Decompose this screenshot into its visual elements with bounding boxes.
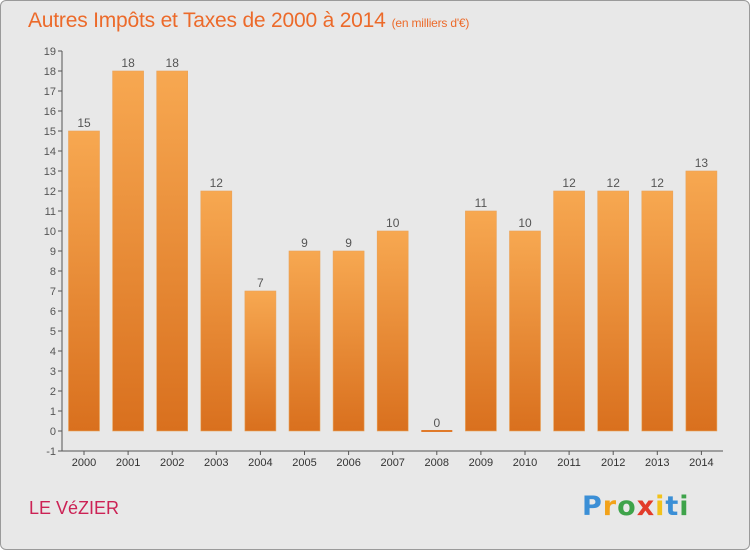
brand-letter: i: [679, 491, 690, 522]
brand-letter: P: [582, 491, 603, 522]
data-label: 7: [257, 276, 264, 290]
x-tick-label: 2007: [380, 457, 404, 469]
bar: [112, 70, 144, 432]
brand-letter: t: [665, 491, 680, 522]
x-tick-label: 2008: [425, 457, 449, 469]
bar: [597, 190, 630, 432]
bar: [376, 230, 409, 432]
bar: [509, 230, 541, 432]
y-tick-label: 2: [50, 386, 56, 398]
bar: [156, 70, 188, 432]
data-label: 18: [166, 56, 180, 70]
x-tick-label: 2004: [248, 457, 272, 469]
x-tick-label: 2005: [292, 457, 316, 469]
data-label: 13: [695, 156, 709, 170]
bar: [421, 430, 453, 432]
y-tick-label: 4: [50, 346, 56, 358]
y-tick-label: -1: [46, 446, 56, 458]
data-label: 12: [210, 176, 224, 190]
y-tick-label: 13: [44, 166, 56, 178]
brand-letter: i: [655, 491, 666, 522]
y-tick-label: 14: [44, 146, 56, 158]
x-tick-label: 2010: [513, 457, 537, 469]
y-tick-label: 9: [50, 246, 56, 258]
y-tick-label: 17: [44, 86, 56, 98]
data-label: 0: [433, 416, 440, 430]
y-tick-label: 11: [45, 206, 56, 218]
bar: [68, 130, 100, 432]
y-tick-label: 5: [50, 326, 56, 338]
bar: [244, 290, 277, 432]
y-tick-label: 3: [50, 366, 56, 378]
y-tick-label: 15: [44, 126, 56, 138]
bar: [332, 250, 365, 432]
y-tick-label: 12: [44, 186, 56, 198]
data-label: 9: [301, 236, 308, 250]
y-tick-label: 19: [44, 46, 56, 58]
x-tick-label: 2009: [469, 457, 493, 469]
data-label: 12: [651, 176, 665, 190]
y-tick-label: 18: [44, 66, 56, 78]
bar: [288, 250, 321, 432]
unit-label: (en milliers d'€): [391, 16, 470, 30]
y-tick-label: 0: [50, 426, 56, 438]
title-text: Autres Impôts et Taxes de 2000 à 2014: [28, 9, 386, 32]
x-tick-label: 2012: [601, 457, 625, 469]
x-tick-label: 2000: [72, 457, 96, 469]
bar: [641, 190, 674, 432]
x-tick-label: 2006: [336, 457, 360, 469]
brand-logo: Proxiti: [582, 491, 690, 522]
data-label: 12: [562, 176, 576, 190]
brand-letter: x: [636, 491, 656, 522]
chart-title: Autres Impôts et Taxes de 2000 à 2014 (en…: [28, 9, 469, 33]
data-label: 10: [518, 216, 532, 230]
commune-name: LE VéZIER: [29, 498, 120, 518]
brand-letter: r: [602, 491, 618, 522]
x-tick-label: 2003: [204, 457, 228, 469]
x-tick-label: 2002: [160, 457, 184, 469]
y-tick-label: 10: [44, 226, 56, 238]
data-label: 15: [77, 116, 91, 130]
y-tick-label: 8: [50, 266, 56, 278]
bar: [200, 190, 233, 432]
y-tick-label: 1: [50, 406, 56, 418]
data-label: 9: [345, 236, 352, 250]
x-tick-label: 2011: [557, 457, 581, 469]
bar: [685, 170, 718, 432]
data-label: 11: [475, 196, 488, 210]
y-tick-label: 6: [50, 306, 56, 318]
x-tick-label: 2014: [689, 457, 713, 469]
brand-letter: o: [617, 491, 637, 522]
y-tick-label: 16: [44, 106, 56, 118]
x-tick-label: 2013: [645, 457, 669, 469]
data-label: 10: [386, 216, 400, 230]
data-label: 18: [121, 56, 135, 70]
y-tick-label: 7: [50, 286, 56, 298]
x-tick-label: 2001: [116, 457, 140, 469]
bar: [553, 190, 585, 432]
bar: [465, 210, 497, 432]
data-label: 12: [607, 176, 621, 190]
